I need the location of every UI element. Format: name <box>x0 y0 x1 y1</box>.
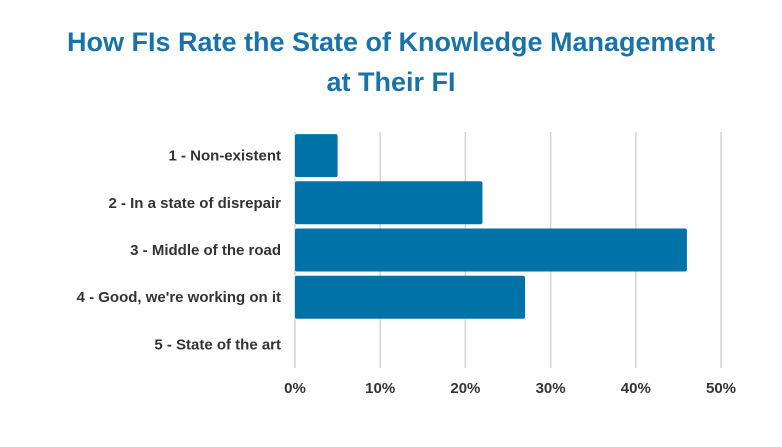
bar-3 <box>295 228 687 272</box>
x-tick-label-20: 20% <box>450 380 480 397</box>
category-label-2: 2 - In a state of disrepair <box>108 195 281 212</box>
category-labels: 1 - Non-existent 2 - In a state of disrep… <box>77 148 282 354</box>
category-label-5: 5 - State of the art <box>154 336 281 353</box>
chart-title-line-1: How FIs Rate the State of Knowledge Mana… <box>66 27 716 57</box>
x-tick-label-10: 10% <box>365 380 395 397</box>
bar-1 <box>295 134 338 178</box>
bars <box>295 134 687 319</box>
bar-2 <box>295 181 483 225</box>
x-tick-label-50: 50% <box>706 380 736 397</box>
chart-title-line-2: at Their FI <box>326 67 456 97</box>
category-label-1: 1 - Non-existent <box>168 148 281 165</box>
x-tick-label-0: 0% <box>284 380 306 397</box>
x-tick-label-40: 40% <box>621 380 651 397</box>
category-label-3: 3 - Middle of the road <box>130 242 281 259</box>
category-label-4: 4 - Good, we're working on it <box>77 289 281 306</box>
chart-title: How FIs Rate the State of Knowledge Mana… <box>0 22 782 102</box>
x-axis-tick-labels: 0% 10% 20% 30% 40% 50% <box>284 380 736 397</box>
bar-4 <box>295 275 526 319</box>
x-tick-label-30: 30% <box>536 380 566 397</box>
